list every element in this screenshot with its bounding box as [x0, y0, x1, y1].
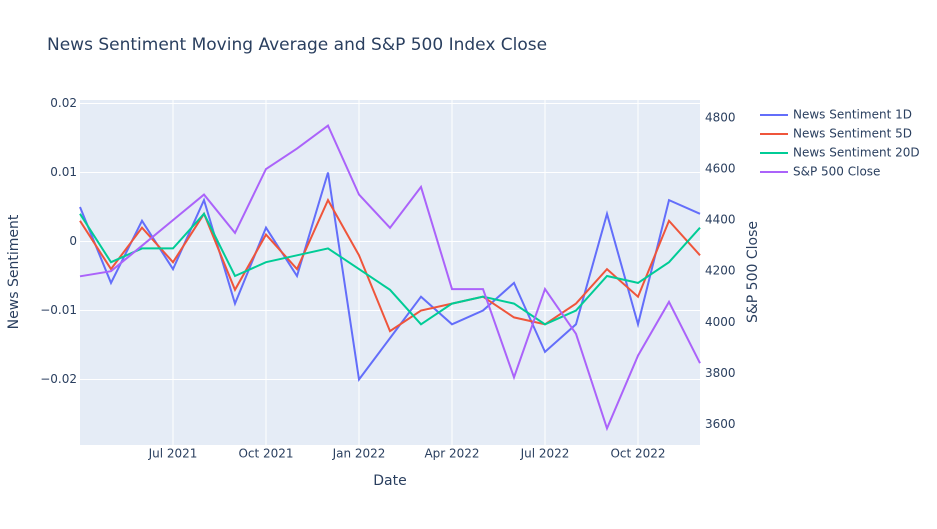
x-tick-label: Apr 2022 [424, 447, 479, 461]
y-tick-label: −0.01 [40, 303, 77, 317]
x-tick-label: Oct 2022 [610, 447, 665, 461]
y2-axis-title: S&P 500 Close [745, 221, 761, 323]
y2-tick-label: 3800 [705, 366, 736, 380]
series-line [79, 124, 701, 432]
legend-label: News Sentiment 20D [793, 146, 920, 160]
x-axis-title: Date [373, 473, 406, 489]
x-tick-label: Jan 2022 [332, 447, 386, 461]
y2-tick-label: 4800 [705, 110, 736, 124]
y2-tick-label: 4200 [705, 264, 736, 278]
legend-label: News Sentiment 1D [793, 108, 912, 122]
y-tick-label: 0.01 [50, 165, 77, 179]
y-tick-label: 0.02 [50, 96, 77, 110]
y-axis-title: News Sentiment [6, 214, 22, 329]
x-tick-label: Jul 2021 [148, 447, 198, 461]
x-tick-label: Jul 2022 [520, 447, 570, 461]
series-line [79, 197, 701, 333]
x-tick-label: Oct 2021 [238, 447, 293, 461]
y-tick-label: −0.02 [40, 372, 77, 386]
y2-tick-label: 3600 [705, 417, 736, 431]
series-line [79, 212, 701, 326]
y-tick-label: 0 [69, 234, 77, 248]
legend-label: S&P 500 Close [793, 165, 880, 179]
y2-tick-label: 4400 [705, 213, 736, 227]
chart-title: News Sentiment Moving Average and S&P 50… [47, 35, 547, 55]
legend-label: News Sentiment 5D [793, 127, 912, 141]
plot-area [80, 100, 700, 445]
y2-tick-label: 4000 [705, 315, 736, 329]
y2-tick-label: 4600 [705, 162, 736, 176]
